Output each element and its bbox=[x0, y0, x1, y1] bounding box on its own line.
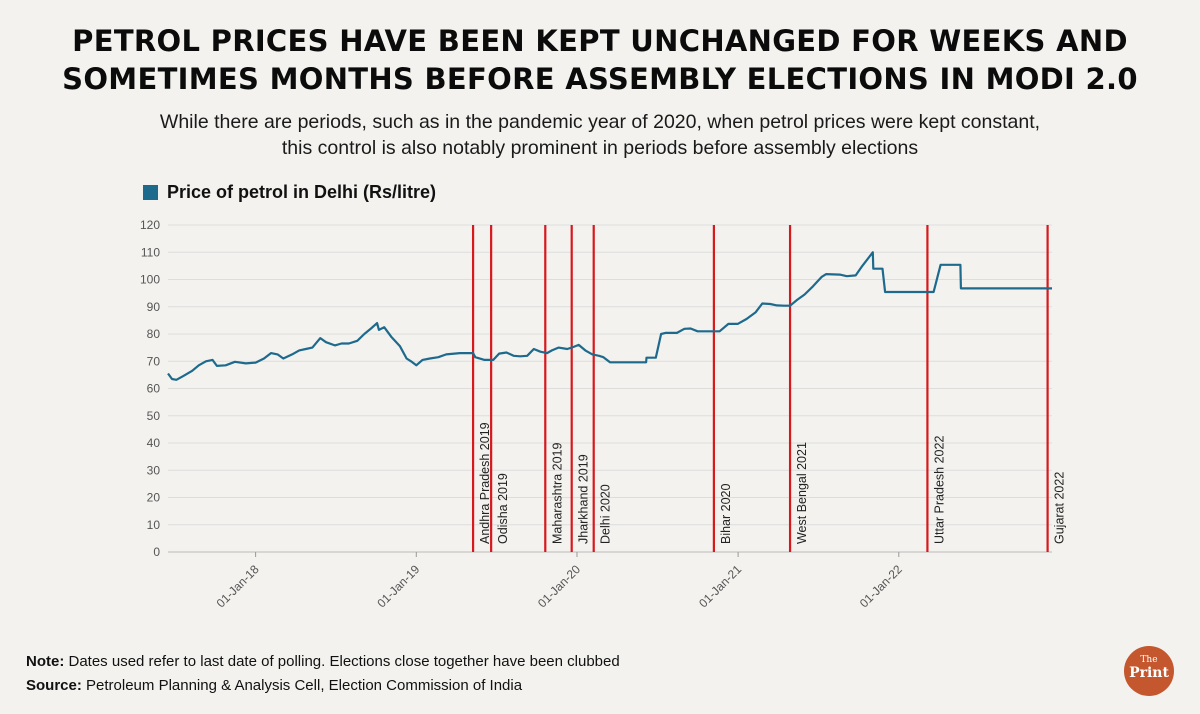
y-tick-label-80: 80 bbox=[147, 327, 161, 341]
footnote: Note: Dates used refer to last date of p… bbox=[26, 653, 620, 670]
line-chart: 0 10 20 30 40 50 60 70 80 90 100 110 120 01-Jan-18 01-… bbox=[140, 218, 1067, 610]
x-tick-label-01-Jan-21: 01-Jan-21 bbox=[696, 562, 744, 610]
note-label: Note: bbox=[26, 653, 65, 670]
election-marker-label: Maharashtra 2019 bbox=[550, 442, 564, 544]
y-tick-label-10: 10 bbox=[147, 518, 161, 532]
y-tick-label-110: 110 bbox=[141, 245, 160, 259]
chart-title: PETROL PRICES HAVE BEEN KEPT UNCHANGED F… bbox=[0, 22, 1200, 98]
y-tick-label-0: 0 bbox=[153, 545, 160, 559]
y-tick-label-90: 90 bbox=[147, 300, 161, 314]
legend-label: Price of petrol in Delhi (Rs/litre) bbox=[167, 182, 437, 202]
x-tick-label-01-Jan-22: 01-Jan-22 bbox=[857, 562, 905, 610]
x-tick-label-01-Jan-18: 01-Jan-18 bbox=[214, 562, 262, 610]
x-tick-label-01-Jan-19: 01-Jan-19 bbox=[374, 562, 422, 610]
election-marker-label: Bihar 2020 bbox=[719, 483, 733, 544]
y-tick-label-60: 60 bbox=[147, 382, 161, 396]
source-line: Source: Petroleum Planning & Analysis Ce… bbox=[26, 677, 522, 694]
election-marker-label: Delhi 2020 bbox=[599, 484, 613, 544]
source-text: Petroleum Planning & Analysis Cell, Elec… bbox=[86, 677, 523, 694]
petrol-price-line bbox=[167, 251, 1052, 381]
chart-title-line-1: PETROL PRICES HAVE BEEN KEPT UNCHANGED F… bbox=[72, 24, 1128, 58]
y-tick-label-70: 70 bbox=[147, 354, 161, 368]
chart-subtitle-line-2: this control is also notably prominent i… bbox=[281, 137, 919, 159]
y-tick-label-50: 50 bbox=[147, 409, 161, 423]
logo-print: Print bbox=[1129, 665, 1169, 681]
election-marker-label: Gujarat 2022 bbox=[1053, 472, 1067, 544]
election-marker-label: Andhra Pradesh 2019 bbox=[478, 422, 492, 544]
chart-subtitle-line-1: While there are periods, such as in the … bbox=[159, 111, 1041, 133]
chart-legend: Price of petrol in Delhi (Rs/litre) bbox=[143, 182, 436, 203]
election-marker-label: Odisha 2019 bbox=[496, 473, 510, 544]
logo-the: The bbox=[1140, 655, 1158, 665]
y-tick-label-40: 40 bbox=[147, 436, 161, 450]
y-tick-label-120: 120 bbox=[140, 218, 160, 232]
x-tick-label-01-Jan-20: 01-Jan-20 bbox=[535, 562, 583, 610]
y-tick-label-30: 30 bbox=[147, 463, 161, 477]
legend-swatch bbox=[143, 185, 158, 200]
source-label: Source: bbox=[26, 677, 82, 694]
theprint-logo: The Print bbox=[1124, 646, 1174, 696]
chart-title-line-2: SOMETIMES MONTHS BEFORE ASSEMBLY ELECTIO… bbox=[62, 62, 1138, 96]
y-tick-label-100: 100 bbox=[140, 273, 160, 287]
chart-subtitle: While there are periods, such as in the … bbox=[0, 109, 1200, 161]
y-tick-label-20: 20 bbox=[147, 491, 161, 505]
note-text: Dates used refer to last date of polling… bbox=[68, 653, 620, 670]
election-marker-label: Uttar Pradesh 2022 bbox=[932, 436, 946, 544]
election-marker-label: Jharkhand 2019 bbox=[577, 454, 591, 544]
election-marker-label: West Bengal 2021 bbox=[795, 442, 809, 544]
